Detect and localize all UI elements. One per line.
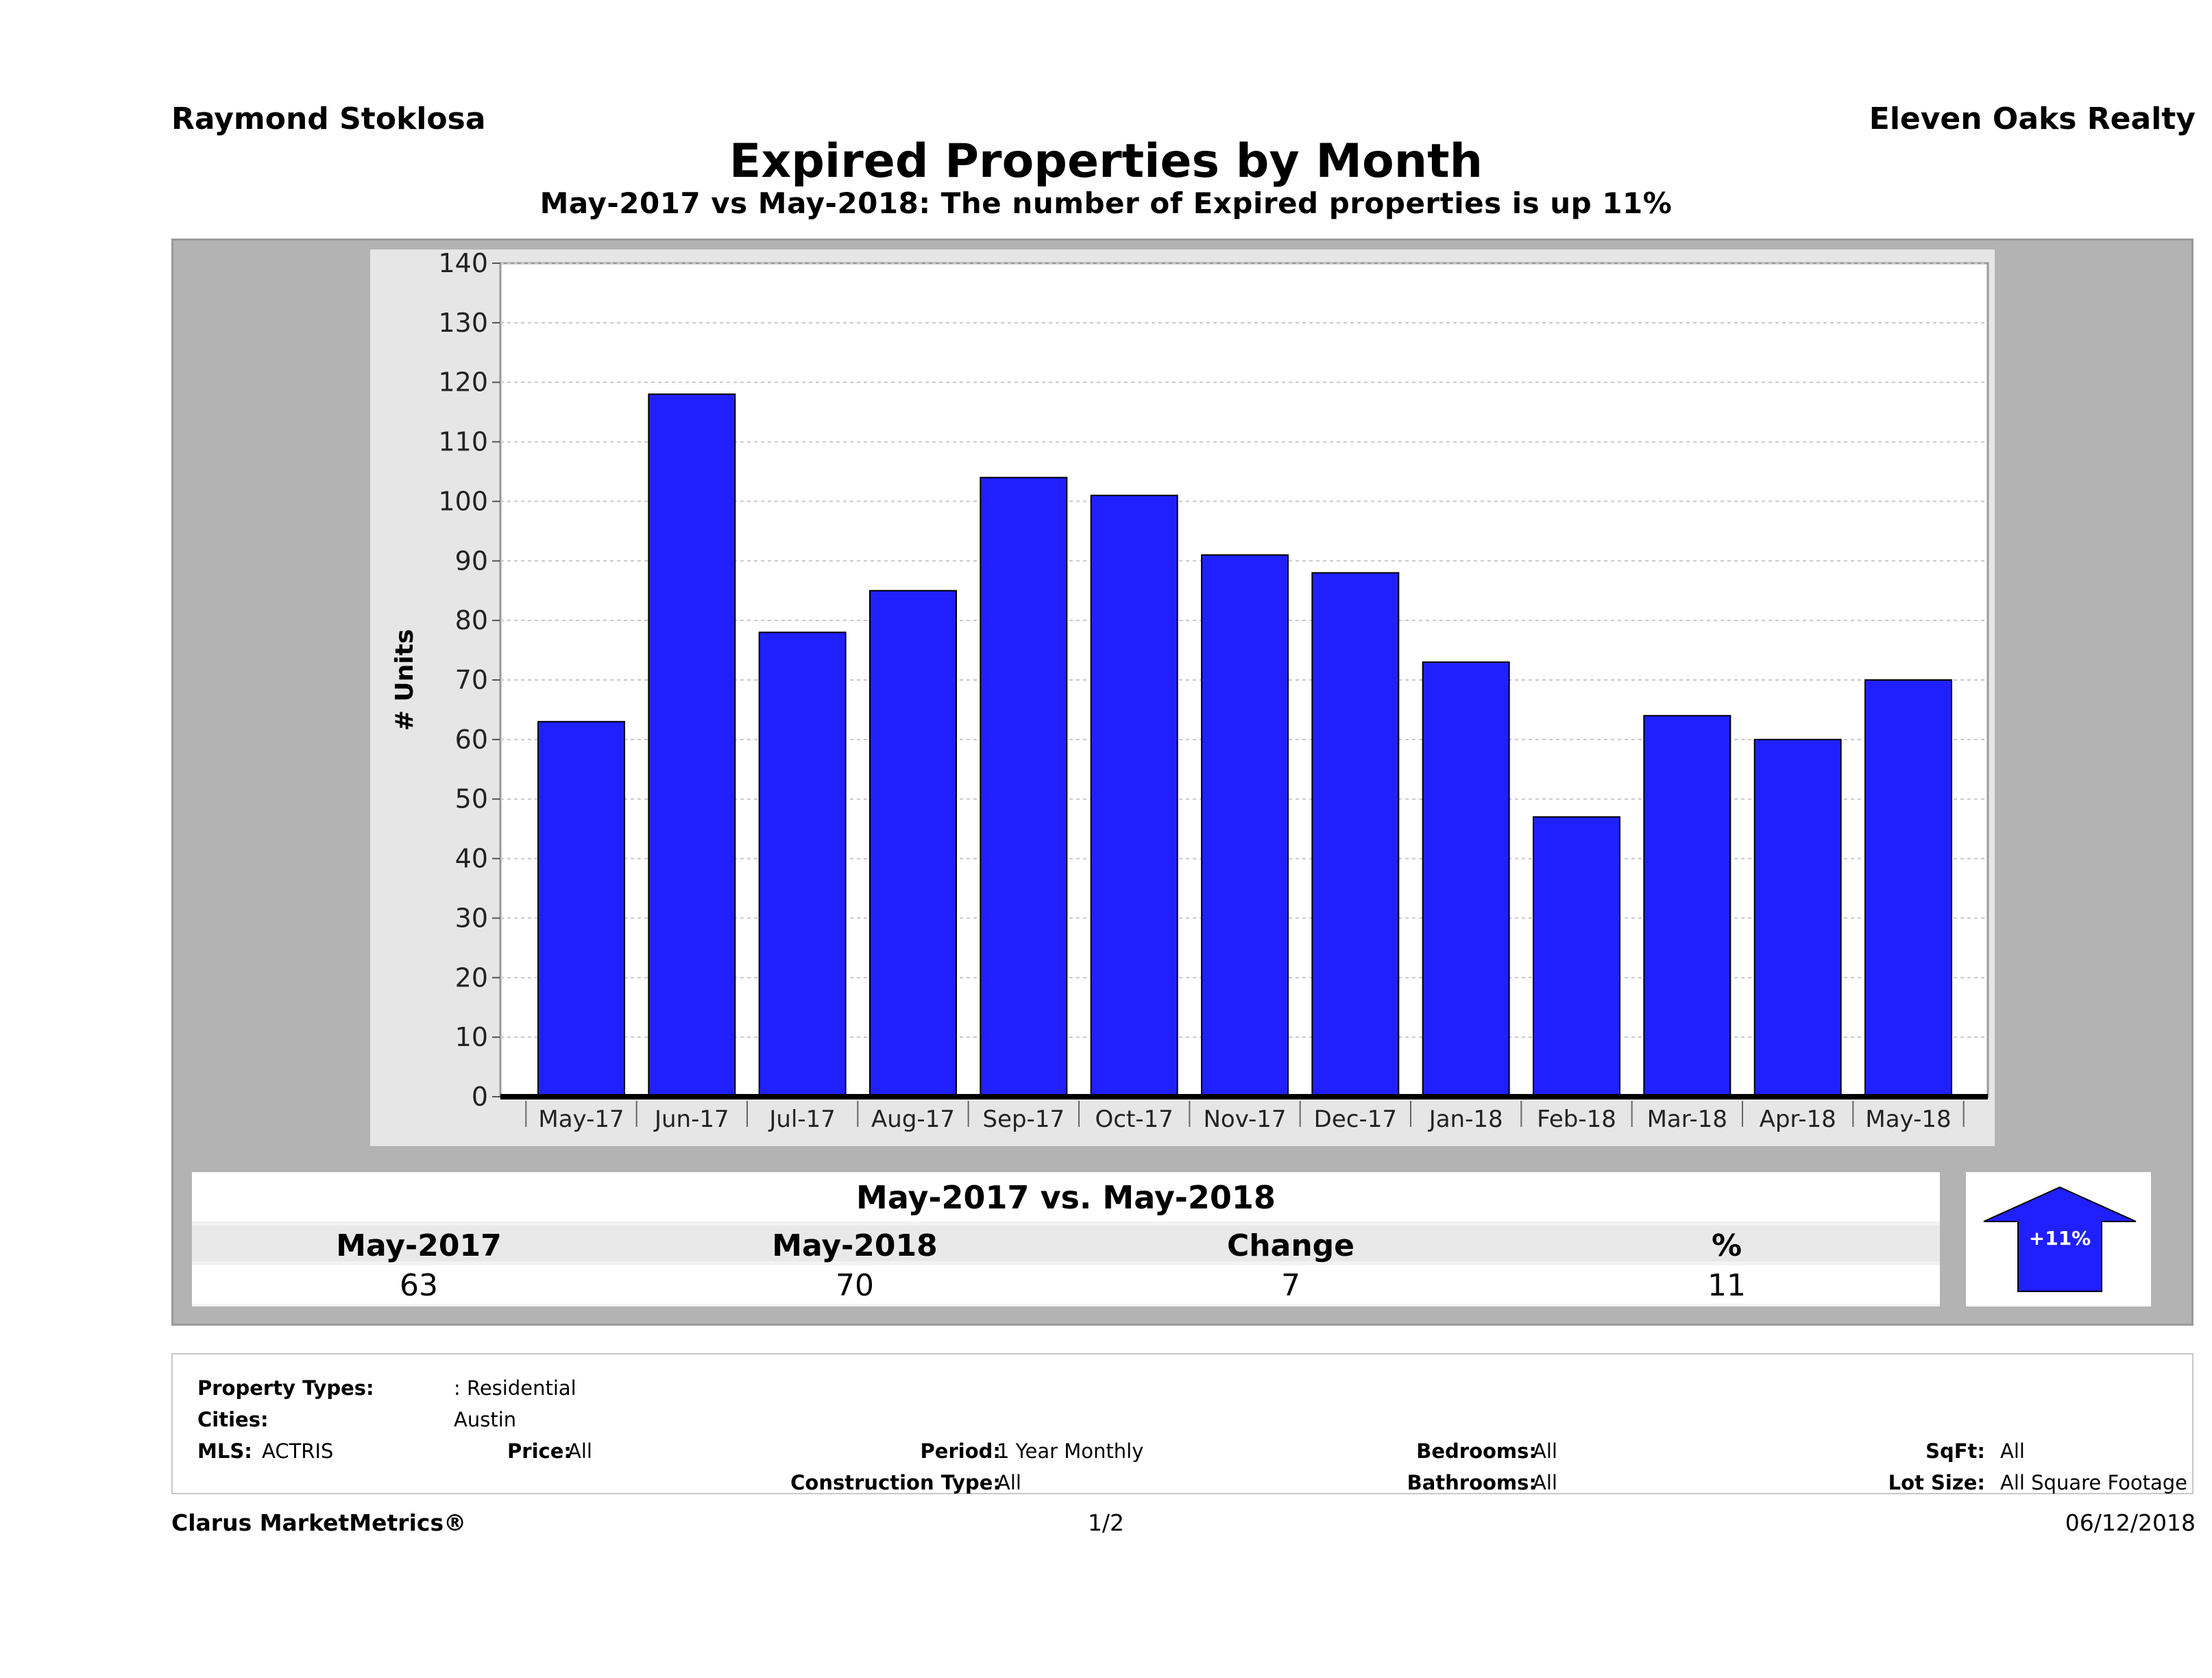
bar: [1422, 661, 1510, 1097]
construction-type-label: Construction Type:: [790, 1471, 1001, 1494]
up-arrow-icon: +11%: [1983, 1186, 2137, 1292]
bar: [1533, 816, 1620, 1097]
y-tick-label: 110: [438, 427, 488, 457]
bar: [758, 631, 847, 1097]
bar: [1090, 494, 1178, 1097]
mls-value: ACTRIS: [262, 1439, 334, 1463]
summary-header-row: May-2017 May-2018 Change %: [192, 1226, 1940, 1263]
sqft-value: All: [2000, 1439, 2025, 1463]
cities-label: Cities:: [197, 1408, 269, 1431]
page-number: 1/2: [1087, 1509, 1125, 1536]
x-tick-label: May-18: [1865, 1106, 1951, 1133]
x-tick-label: Oct-17: [1095, 1106, 1174, 1133]
sqft-label: SqFt:: [1925, 1439, 1985, 1463]
bar: [1643, 715, 1731, 1097]
y-tick-label: 140: [438, 250, 488, 278]
report-title: Expired Properties by Month: [729, 134, 1483, 189]
y-tick-label: 70: [455, 665, 488, 695]
bedrooms-label: Bedrooms:: [1416, 1439, 1537, 1463]
summary-value-may-2018: 70: [836, 1268, 874, 1303]
period-label: Period:: [920, 1439, 1001, 1463]
brokerage-name: Eleven Oaks Realty: [1869, 101, 2196, 136]
y-tick-label: 0: [472, 1082, 488, 1112]
x-tick-label: Sep-17: [983, 1106, 1065, 1133]
summary-header-change: Change: [1227, 1228, 1354, 1263]
x-tick-label: Apr-18: [1760, 1106, 1836, 1133]
filters-panel: Property Types: : Residential Cities: Au…: [171, 1353, 2193, 1494]
bathrooms-value: All: [1533, 1471, 1557, 1494]
construction-type-value: All: [997, 1471, 1021, 1494]
y-tick-label: 30: [455, 903, 488, 933]
x-tick-label: Aug-17: [871, 1106, 955, 1133]
bedrooms-value: All: [1533, 1439, 1557, 1463]
bar: [869, 589, 957, 1097]
summary-title-row: May-2017 vs. May-2018: [192, 1172, 1940, 1221]
summary-table: May-2017 vs. May-2018 May-2017 May-2018 …: [192, 1172, 1940, 1306]
y-tick-label: 130: [438, 308, 488, 338]
summary-value-percent: 11: [1707, 1268, 1746, 1303]
lot-size-label: Lot Size:: [1888, 1471, 1985, 1494]
change-badge-label: +11%: [2029, 1227, 2091, 1250]
lot-size-value: All Square Footage: [2000, 1471, 2188, 1494]
footer-brand: Clarus MarketMetrics®: [171, 1509, 467, 1536]
period-value: 1 Year Monthly: [997, 1439, 1144, 1463]
x-tick-label: May-17: [538, 1106, 624, 1133]
x-tick-label: Jun-17: [653, 1106, 729, 1133]
summary-header-may-2018: May-2018: [772, 1228, 938, 1263]
up-arrow-shape: [1983, 1186, 2137, 1292]
price-label: Price:: [507, 1439, 572, 1463]
x-tick-label: Jul-17: [768, 1106, 836, 1133]
y-axis-label: # Units: [391, 629, 419, 731]
y-tick-label: 100: [438, 486, 488, 516]
x-tick-label: Feb-18: [1537, 1106, 1616, 1133]
summary-header-may-2017: May-2017: [336, 1228, 502, 1263]
y-tick-label: 60: [455, 725, 488, 755]
x-tick-label: Mar-18: [1647, 1106, 1728, 1133]
property-types-value: : Residential: [454, 1376, 576, 1400]
bar: [980, 476, 1068, 1097]
y-tick-label: 90: [455, 546, 488, 576]
bar: [537, 720, 625, 1097]
x-tick-label: Jan-18: [1428, 1106, 1503, 1133]
property-types-label: Property Types:: [197, 1376, 374, 1400]
summary-header-percent: %: [1711, 1228, 1742, 1263]
bar-chart: 0 10 20 30 40 50 60 70 80 90 100 110 120 130 140 # Unit…: [391, 250, 1989, 1133]
x-tick-label: Dec-17: [1314, 1106, 1397, 1133]
bar: [1201, 554, 1289, 1098]
y-tick-label: 120: [438, 367, 488, 398]
price-value: All: [568, 1439, 592, 1463]
bathrooms-label: Bathrooms:: [1407, 1471, 1537, 1494]
agent-name: Raymond Stoklosa: [171, 101, 486, 136]
mls-label: MLS:: [197, 1439, 252, 1463]
y-tick-label: 20: [455, 962, 488, 993]
cities-value: Austin: [454, 1408, 517, 1431]
report-subtitle: May-2017 vs May-2018: The number of Expi…: [539, 186, 1673, 220]
bar: [648, 393, 736, 1098]
y-tick-label: 50: [455, 784, 488, 814]
y-tick-label: 80: [455, 605, 488, 635]
y-tick-label: 10: [455, 1022, 488, 1052]
bar: [1753, 738, 1842, 1097]
summary-value-change: 7: [1281, 1268, 1300, 1303]
y-tick-label: 40: [455, 844, 488, 874]
bar: [1864, 679, 1952, 1097]
x-tick-label: Nov-17: [1204, 1106, 1287, 1133]
report-date: 06/12/2018: [2065, 1509, 2196, 1536]
bar: [1311, 572, 1400, 1097]
summary-value-may-2017: 63: [400, 1268, 438, 1303]
summary-value-row: 63 70 7 11: [192, 1265, 1940, 1304]
summary-title: May-2017 vs. May-2018: [856, 1179, 1276, 1216]
